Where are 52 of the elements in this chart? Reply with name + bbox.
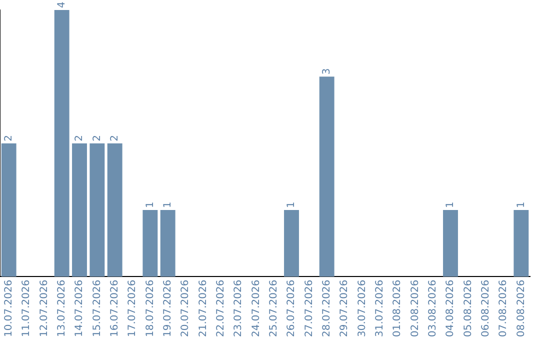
x-tick-label: 19.07.2026	[162, 280, 174, 338]
x-tick-label: 14.07.2026	[74, 280, 86, 338]
bar	[319, 76, 334, 277]
bar	[72, 143, 87, 277]
x-tick-label: 03.08.2026	[427, 280, 438, 338]
data-label: 1	[162, 202, 174, 208]
data-label: 2	[3, 134, 14, 142]
data-label: 3	[321, 68, 332, 75]
x-tick-label: 13.07.2026	[56, 280, 68, 338]
bar	[1, 143, 16, 277]
x-tick-label: 06.08.2026	[480, 280, 492, 338]
bar	[90, 143, 105, 277]
x-tick-label: 15.07.2026	[92, 280, 103, 338]
x-tick-label: 18.07.2026	[144, 280, 156, 338]
data-label: 2	[92, 134, 103, 142]
data-label: 1	[286, 202, 298, 208]
data-label: 2	[109, 134, 120, 142]
data-label: 4	[56, 2, 68, 8]
x-tick-label: 21.07.2026	[198, 280, 209, 338]
x-tick-label: 28.07.2026	[321, 280, 332, 338]
data-label: 1	[144, 202, 156, 208]
bar	[284, 210, 299, 277]
x-tick-label: 04.08.2026	[445, 280, 456, 338]
bar	[514, 210, 529, 277]
x-tick-label: 01.08.2026	[392, 280, 404, 338]
x-tick-label: 10.07.2026	[3, 280, 14, 338]
x-tick-label: 05.08.2026	[462, 280, 474, 338]
x-tick-label: 07.08.2026	[498, 280, 510, 338]
x-tick-label: 31.07.2026	[374, 280, 386, 338]
x-tick-label: 30.07.2026	[356, 280, 368, 338]
x-tick-label: 23.07.2026	[233, 280, 244, 338]
x-tick-label: 02.08.2026	[410, 280, 421, 338]
x-tick-label: 08.08.2026	[516, 280, 527, 338]
x-tick-label: 25.07.2026	[268, 280, 280, 338]
data-label: 2	[74, 134, 86, 142]
bar	[54, 10, 70, 277]
x-tick-label: 22.07.2026	[215, 280, 226, 338]
x-tick-label: 12.07.2026	[38, 280, 50, 338]
bar	[107, 143, 122, 277]
x-tick-label: 20.07.2026	[180, 280, 192, 338]
x-tick-label: 24.07.2026	[250, 280, 262, 338]
bar	[443, 210, 458, 277]
x-tick-label: 26.07.2026	[286, 280, 298, 338]
data-label: 1	[445, 202, 456, 208]
bar	[142, 210, 158, 277]
bar	[160, 210, 176, 277]
data-label: 1	[516, 202, 527, 208]
x-tick-label: 27.07.2026	[304, 280, 315, 338]
x-tick-label: 16.07.2026	[109, 280, 120, 338]
x-tick-label: 11.07.2026	[21, 280, 32, 338]
x-tick-label: 29.07.2026	[339, 280, 350, 338]
x-tick-label: 17.07.2026	[127, 280, 138, 338]
